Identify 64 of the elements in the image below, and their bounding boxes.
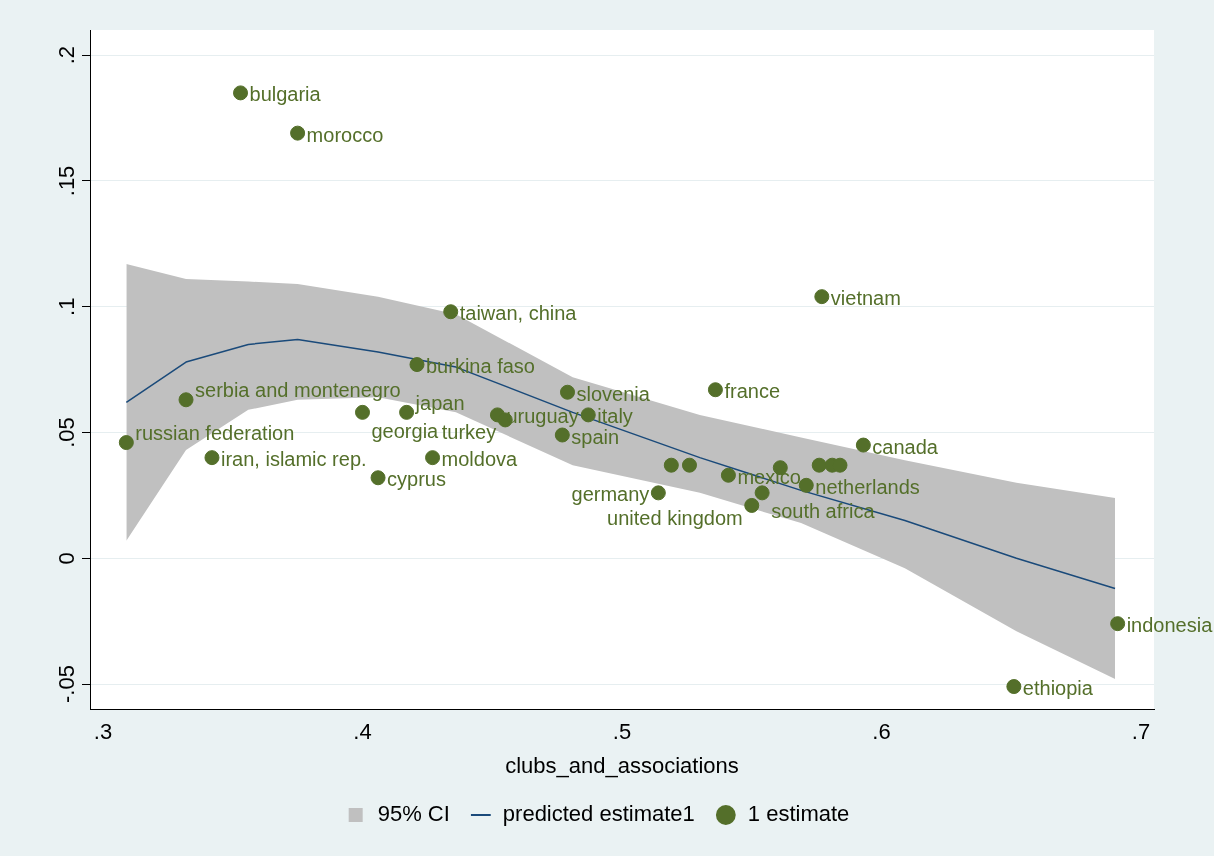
y-tick-label: .1 <box>54 297 80 316</box>
x-axis-title: clubs_and_associations <box>505 752 739 778</box>
data-label: united kingdom <box>607 506 743 529</box>
legend-label: 95% CI <box>377 801 450 827</box>
data-label: indonesia <box>1126 614 1214 637</box>
legend-label: 1 estimate <box>747 801 850 827</box>
data-label: serbia and montenegro <box>195 379 401 402</box>
point <box>744 497 760 513</box>
x-tick-label: .4 <box>353 719 372 745</box>
point <box>560 384 575 400</box>
point <box>178 392 194 408</box>
data-label: slovenia <box>576 382 651 405</box>
y-tick-label: -.05 <box>54 665 80 704</box>
x-tick-label: .6 <box>872 719 891 745</box>
data-label: morocco <box>306 123 384 146</box>
data-label: italy <box>597 405 633 428</box>
data-label: bulgaria <box>249 83 322 106</box>
point <box>650 485 666 501</box>
point <box>707 382 723 398</box>
y-tick-label: 0 <box>54 552 80 565</box>
x-tick-label: .5 <box>612 719 632 745</box>
data-label: france <box>724 380 781 403</box>
data-label: germany <box>571 483 650 506</box>
point <box>399 404 415 420</box>
x-tick-label: .3 <box>93 719 113 745</box>
data-label: georgia <box>371 419 440 442</box>
point <box>370 470 386 486</box>
y-tick-label: .2 <box>54 45 80 65</box>
point <box>354 404 370 420</box>
point <box>663 457 679 473</box>
point <box>409 357 425 373</box>
data-label: taiwan, china <box>459 302 578 325</box>
data-label: moldova <box>441 448 519 471</box>
data-label: russian federation <box>135 422 295 445</box>
point <box>443 304 459 320</box>
data-label: south africa <box>771 500 876 523</box>
y-tick-label: .15 <box>54 165 80 197</box>
point <box>855 437 871 453</box>
point <box>1006 679 1022 695</box>
point <box>204 450 220 466</box>
data-label: iran, islamic rep. <box>220 448 367 471</box>
point <box>580 407 596 423</box>
point <box>754 485 770 501</box>
point <box>290 125 306 141</box>
y-tick-label: .05 <box>54 417 80 448</box>
point <box>798 477 814 493</box>
data-label: japan <box>414 391 465 414</box>
point <box>811 457 827 473</box>
point <box>720 467 736 483</box>
data-label: vietnam <box>830 287 901 310</box>
point <box>1110 616 1126 632</box>
x-tick-label: .7 <box>1131 719 1151 745</box>
point <box>554 427 570 443</box>
point <box>118 435 134 451</box>
data-label: turkey <box>441 421 497 444</box>
legend-label: predicted estimate1 <box>502 801 695 827</box>
data-label: canada <box>872 435 939 458</box>
point <box>233 85 249 101</box>
point <box>681 457 697 473</box>
point <box>814 289 830 305</box>
data-label: netherlands <box>815 475 920 498</box>
data-label: cyprus <box>387 468 446 491</box>
point <box>425 450 441 466</box>
data-label: ethiopia <box>1022 677 1094 700</box>
